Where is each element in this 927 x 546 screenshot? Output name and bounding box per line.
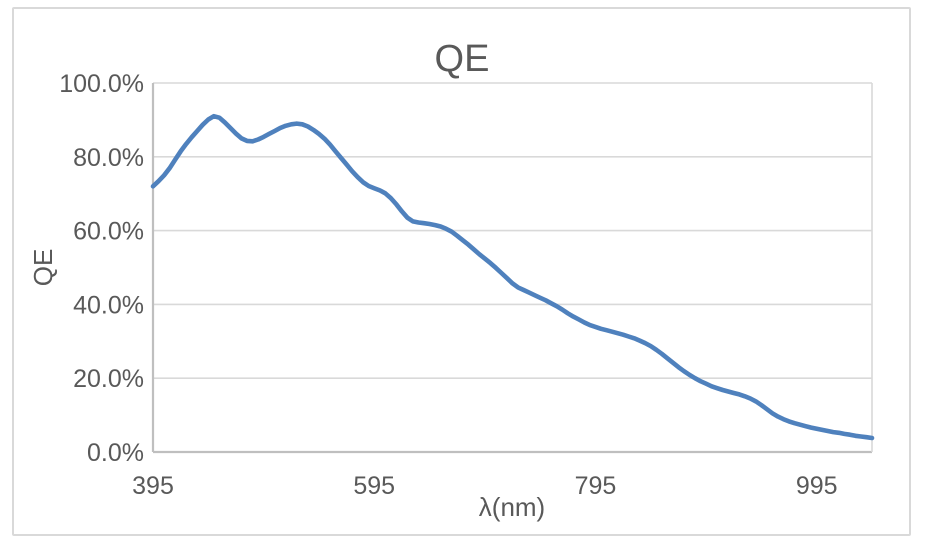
x-tick-label: 795 [575,472,617,500]
qe-series-line [150,113,875,441]
x-axis-tick-labels: 395 595 795 995 [132,472,837,500]
y-tick-label: 40.0% [73,291,144,319]
y-tick-label: 100.0% [59,70,144,98]
x-tick-label: 395 [132,472,174,500]
y-tick-label: 60.0% [73,218,144,246]
y-axis-tick-labels: 0.0% 20.0% 40.0% 60.0% 80.0% 100.0% [59,70,144,467]
y-tick-label: 20.0% [73,365,144,393]
chart-frame [12,7,911,536]
x-tick-label: 995 [796,472,838,500]
x-tick-label: 595 [353,472,395,500]
y-axis-title: QE [28,249,58,287]
x-axis-title: λ(nm) [479,492,545,522]
chart-title: QE [435,38,490,80]
gridlines [153,82,872,454]
y-tick-label: 80.0% [73,144,144,172]
y-tick-label: 0.0% [87,439,144,467]
axis-lines [151,83,873,452]
